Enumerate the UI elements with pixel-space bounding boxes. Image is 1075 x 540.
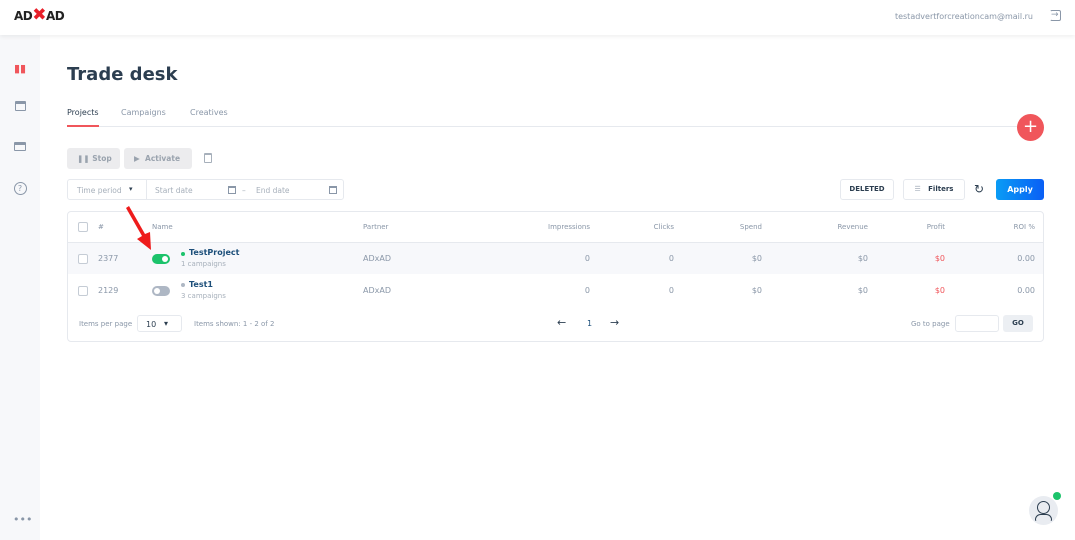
end-date-input[interactable]: End date: [256, 186, 290, 195]
col-roi[interactable]: ROI %: [1013, 223, 1035, 231]
support-agent-icon: [1037, 501, 1050, 514]
logout-icon[interactable]: →: [1050, 10, 1061, 21]
project-name-link[interactable]: TestProject: [189, 248, 240, 257]
filters-button[interactable]: ☰ Filters: [903, 179, 965, 200]
pause-icon: ❚❚: [77, 154, 90, 163]
col-partner[interactable]: Partner: [363, 223, 389, 231]
col-revenue[interactable]: Revenue: [837, 223, 869, 231]
spend: $0: [751, 254, 762, 263]
status-toggle-off[interactable]: [152, 286, 170, 296]
filter-icon: ☰: [914, 185, 921, 193]
go-to-page-input[interactable]: [955, 315, 999, 332]
row-checkbox[interactable]: [78, 254, 88, 264]
user-email: testadvertforcreationcam@mail.ru: [894, 12, 1033, 21]
projects-table: # Name Partner Impressions Clicks Spend …: [67, 211, 1044, 342]
trash-icon[interactable]: [204, 153, 212, 163]
header: AD✖AD testadvertforcreationcam@mail.ru →: [0, 0, 1075, 35]
project-name-link[interactable]: Test1: [189, 280, 213, 289]
status-toggle-on[interactable]: [152, 254, 170, 264]
col-name[interactable]: Name: [152, 223, 173, 231]
date-dash: –: [242, 186, 246, 195]
partner: ADxAD: [363, 286, 391, 295]
campaign-count: 3 campaigns: [181, 292, 226, 300]
tab-campaigns[interactable]: Campaigns: [121, 108, 166, 117]
chevron-down-icon: ▾: [129, 185, 133, 193]
tab-projects[interactable]: Projects: [67, 108, 99, 117]
profit: $0: [934, 254, 945, 263]
time-period-select[interactable]: Time period: [77, 186, 122, 195]
select-all-checkbox[interactable]: [78, 222, 88, 232]
stop-button[interactable]: ❚❚ Stop: [67, 148, 120, 169]
calendar-icon[interactable]: [228, 186, 236, 194]
refresh-icon[interactable]: ↻: [974, 182, 985, 196]
sidebar: ▮▮ ? •••: [0, 35, 40, 540]
calendar-icon[interactable]: [329, 186, 337, 194]
col-clicks[interactable]: Clicks: [653, 223, 674, 231]
activate-button[interactable]: ▶ Activate: [124, 148, 192, 169]
clicks: 0: [668, 254, 674, 263]
header-divider: [68, 242, 1043, 243]
more-icon[interactable]: •••: [13, 513, 33, 526]
col-id[interactable]: #: [98, 223, 104, 231]
row-id: 2129: [98, 286, 119, 295]
clicks: 0: [668, 286, 674, 295]
start-date-input[interactable]: Start date: [155, 186, 193, 195]
active-tab-indicator: [67, 125, 99, 127]
col-impressions[interactable]: Impressions: [548, 223, 590, 231]
support-agent-body: [1035, 514, 1052, 521]
roi: 0.00: [1017, 254, 1035, 263]
tab-creatives[interactable]: Creatives: [190, 108, 228, 117]
prev-page-arrow-icon[interactable]: ←: [557, 316, 567, 329]
online-indicator: [1053, 492, 1061, 500]
go-to-page-label: Go to page: [911, 320, 950, 328]
campaign-count: 1 campaigns: [181, 260, 226, 268]
impressions: 0: [584, 254, 590, 263]
filters-label: Filters: [928, 185, 954, 193]
apply-button[interactable]: Apply: [996, 179, 1044, 200]
items-per-page-select[interactable]: 10 ▾: [137, 315, 182, 332]
next-page-arrow-icon[interactable]: →: [610, 316, 620, 329]
page-title: Trade desk: [67, 64, 178, 85]
card-icon[interactable]: [13, 141, 27, 155]
spend: $0: [751, 286, 762, 295]
stop-label: Stop: [92, 154, 112, 163]
stats-icon[interactable]: ▮▮: [13, 62, 27, 75]
go-button[interactable]: GO: [1003, 315, 1033, 332]
divider: [146, 180, 147, 199]
items-per-page-value: 10: [146, 320, 157, 329]
profit: $0: [934, 286, 945, 295]
date-range: Time period ▾ Start date – End date: [67, 179, 344, 200]
row-checkbox[interactable]: [78, 286, 88, 296]
red-arrow-annotation: [126, 206, 151, 250]
current-page[interactable]: 1: [587, 319, 593, 328]
items-per-page-label: Items per page: [79, 320, 133, 328]
logo[interactable]: AD✖AD: [14, 5, 65, 25]
table-row[interactable]: 2129 Test1 3 campaigns ADxAD 0 0 $0 $0 $…: [68, 275, 1043, 306]
activate-label: Activate: [145, 154, 181, 163]
table-row[interactable]: 2377 TestProject 1 campaigns ADxAD 0 0 $…: [68, 243, 1043, 274]
deleted-button[interactable]: DELETED: [840, 179, 894, 200]
impressions: 0: [584, 286, 590, 295]
layout-icon[interactable]: [13, 101, 27, 115]
revenue: $0: [857, 254, 868, 263]
col-profit[interactable]: Profit: [926, 223, 945, 231]
status-dot: [181, 283, 185, 287]
chevron-down-icon: ▾: [164, 319, 169, 328]
roi: 0.00: [1017, 286, 1035, 295]
play-icon: ▶: [134, 154, 140, 163]
row-id: 2377: [98, 254, 119, 263]
items-shown: Items shown: 1 - 2 of 2: [194, 320, 275, 328]
revenue: $0: [857, 286, 868, 295]
support-chat-button[interactable]: [1029, 496, 1058, 525]
tab-divider: [67, 126, 1017, 127]
status-dot: [181, 252, 185, 256]
add-project-button[interactable]: +: [1017, 114, 1044, 141]
partner: ADxAD: [363, 254, 391, 263]
help-icon[interactable]: ?: [13, 181, 27, 195]
col-spend[interactable]: Spend: [739, 223, 762, 231]
